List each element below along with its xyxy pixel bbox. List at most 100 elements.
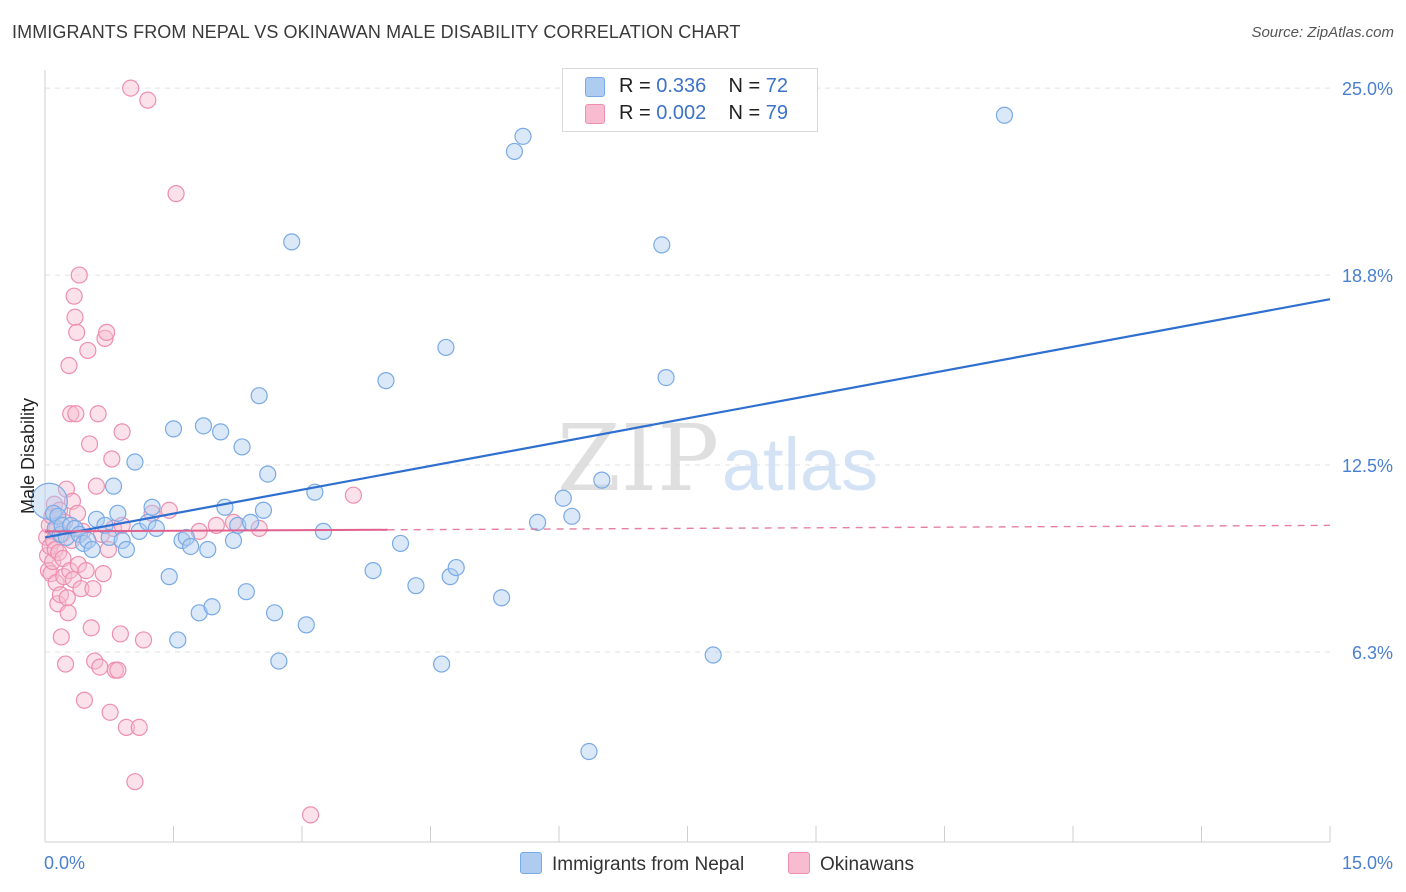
nepal-point [83,540,101,559]
nepal-point [79,531,97,550]
nepal-point [447,558,465,577]
chart-source: Source: ZipAtlas.com [1251,24,1394,41]
okinawans-point [111,625,129,643]
okinawans-point [67,405,85,423]
okinawans-points [38,79,362,824]
nepal-point [704,646,722,664]
nepal-point [528,513,547,531]
y-tick-label: 6.3% [1352,643,1393,663]
okinawans-point [89,405,107,423]
legend-text-okinawans: R = 0.002 N = 79 [619,102,788,125]
nepal-point [377,372,395,390]
legend-swatch-pink [585,104,605,124]
okinawans-point [87,477,106,495]
bottom-legend-label-okinawans: Okinawans [820,854,914,875]
okinawans-point [101,703,119,721]
okinawans-point [91,658,109,676]
nepal-point [224,531,243,550]
x-tick-label-min: 0.0% [44,853,85,873]
bottom-legend-okinawans: Okinawans [788,852,914,876]
nepal-point [254,501,273,519]
nepal-point [199,540,217,559]
okinawans-point [117,718,135,737]
nepal-point [493,589,511,607]
legend-swatch-blue [585,77,605,97]
nepal-point [283,233,301,251]
okinawans-point [66,308,84,326]
okinawans-point [58,589,76,607]
okinawans-point [301,806,320,824]
okinawans-point [113,423,131,441]
nepal-point [593,471,611,489]
nepal-point [203,598,221,616]
legend-n-label: N = [728,102,761,124]
y-axis-label: Male Disability [18,398,38,514]
okinawans-point [62,405,80,423]
nepal-point [554,489,572,507]
okinawans-point [39,561,58,580]
watermark-zip: ZIP [557,405,719,512]
legend-n-value: 79 [765,102,789,124]
bottom-legend-swatch-pink [788,852,810,874]
nepal-point [242,513,260,531]
nepal-point [270,652,288,670]
nepal-point [237,583,255,601]
nepal-point [437,338,455,357]
okinawans-point [250,519,268,537]
okinawans-point [65,287,83,305]
nepal-point [433,655,451,673]
okinawans-point [103,450,121,468]
okinawans-point [94,565,112,583]
x-tick-labels: 0.0% 15.0% [44,853,1393,873]
okinawans-point [134,631,153,649]
okinawans-point [75,691,94,709]
legend: R = 0.336 N = 72 R = 0.002 N = 79 [562,68,818,132]
nepal-point [113,531,131,550]
nepal-point [995,106,1014,124]
bottom-legend-label-nepal: Immigrants from Nepal [552,854,745,875]
nepal-point [391,534,410,553]
okinawans-point [80,435,99,453]
okinawans-point [130,718,148,737]
okinawans-point [52,628,70,646]
okinawans-point [72,580,90,598]
nepal-point [259,465,277,483]
okinawans-point [126,773,144,791]
nepal-point [30,482,68,520]
chart-title: IMMIGRANTS FROM NEPAL VS OKINAWAN MALE D… [12,22,741,42]
okinawans-point [96,329,114,347]
nepal-point [364,561,382,580]
x-tick-label-max: 15.0% [1342,853,1393,873]
nepal-point [233,438,251,456]
okinawans-point [77,561,95,580]
watermark: ZIP atlas [557,405,878,512]
okinawans-trend-line-solid [44,528,388,533]
nepal-point [143,498,161,516]
nepal-point [117,540,135,559]
okinawans-point [109,661,127,679]
nepal-point [194,417,213,435]
okinawans-point [344,486,362,504]
okinawans-point [98,323,116,341]
legend-text-nepal: R = 0.336 N = 72 [619,75,788,98]
okinawans-point [139,91,157,109]
nepal-point [169,631,187,649]
nepal-point [147,519,165,537]
okinawans-trend-line-dashed [387,524,1331,531]
y-tick-label: 18.8% [1342,266,1393,286]
okinawans-point [82,619,100,637]
okinawans-point [122,79,140,97]
okinawans-point [84,580,102,598]
legend-n-label: N = [728,75,761,97]
nepal-trend-line [44,298,1331,539]
legend-r-label: R = [619,75,651,97]
bottom-legend-nepal: Immigrants from Nepal [520,852,744,876]
okinawans-point [167,185,185,203]
legend-r-value: 0.336 [656,75,707,97]
nepal-point [653,236,671,254]
watermark-atlas: atlas [722,423,878,506]
nepal-point [177,528,195,547]
nepal-point [250,387,268,405]
trend-lines [44,298,1331,539]
